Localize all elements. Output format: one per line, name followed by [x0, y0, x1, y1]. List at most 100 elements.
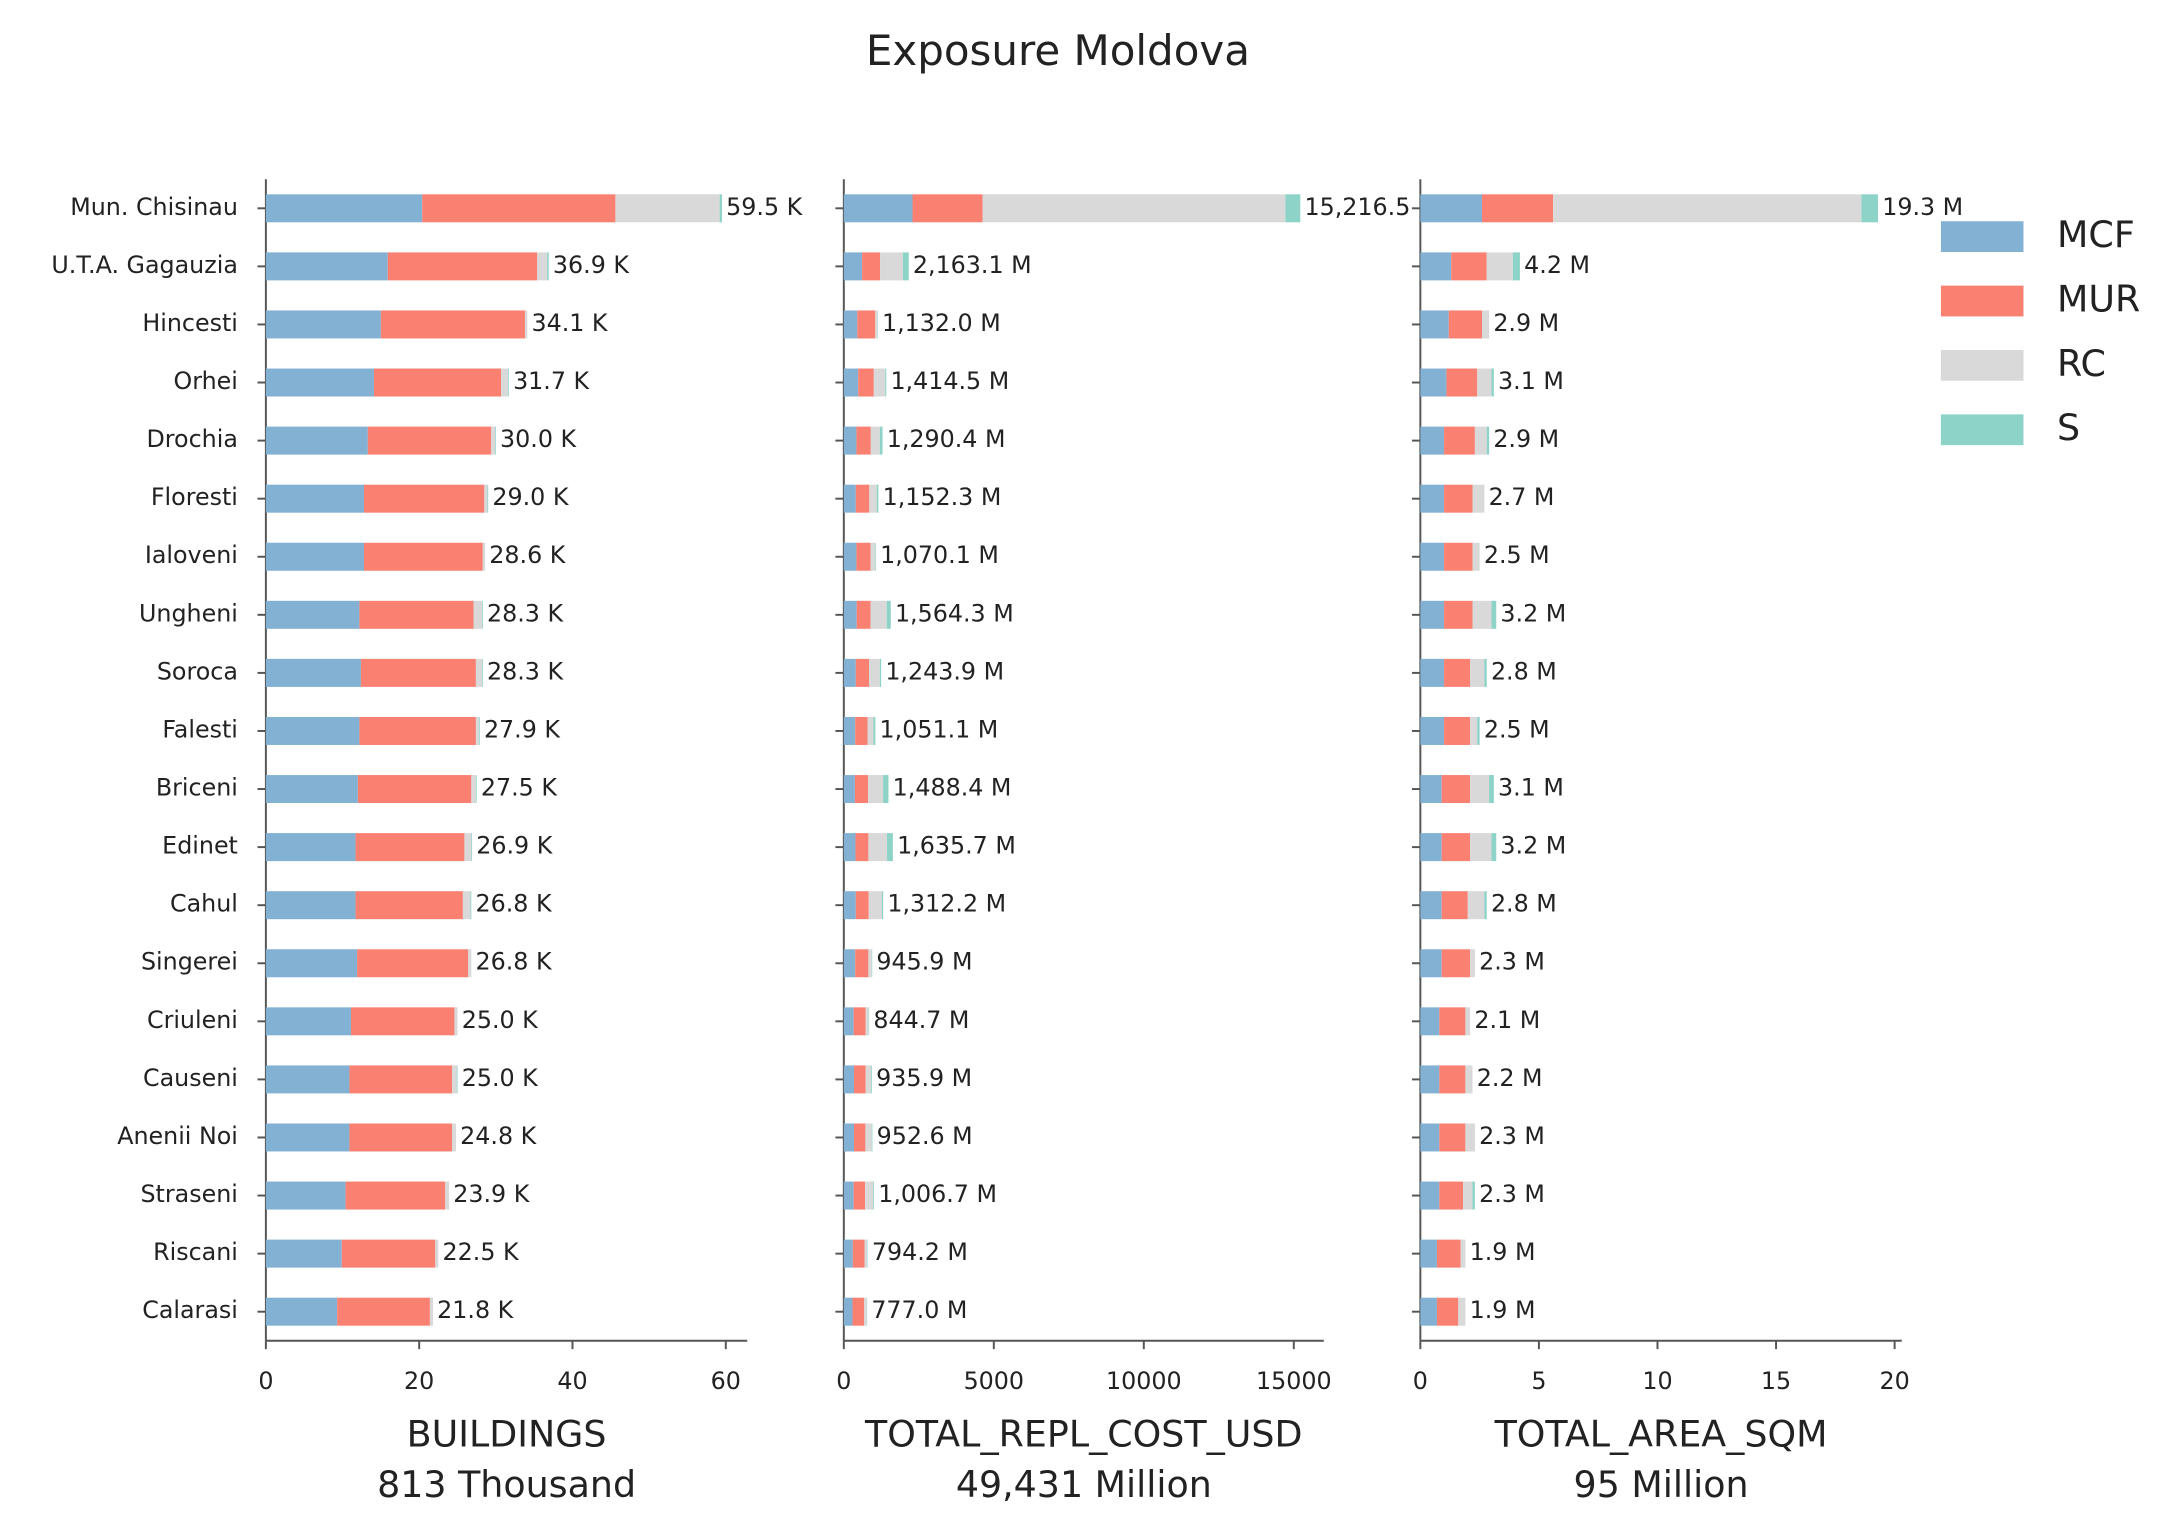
- value-label: 26.8 K: [476, 890, 553, 918]
- bar-segment: [1465, 1065, 1473, 1094]
- bar-segment: [856, 600, 871, 629]
- bar-segment: [1472, 542, 1480, 571]
- bar-segment: [478, 716, 480, 745]
- bar-segment: [1444, 426, 1475, 455]
- bar-segment: [265, 891, 356, 920]
- bar-segment: [858, 368, 874, 397]
- y-tick-label: Hincesti: [142, 309, 238, 337]
- value-label: 1,132.0 M: [882, 309, 1001, 337]
- bar-segment: [265, 600, 360, 629]
- bar-segment: [1436, 1297, 1459, 1326]
- bar-segment: [615, 194, 720, 223]
- bar-segment: [359, 600, 474, 629]
- value-label: 3.2 M: [1500, 832, 1566, 860]
- bar-segment: [422, 194, 616, 223]
- x-tick-label: 5: [1531, 1367, 1546, 1395]
- x-axis-label: BUILDINGS: [407, 1412, 607, 1455]
- bar-segment: [1472, 1181, 1475, 1210]
- y-tick-label: Mun. Chisinau: [70, 193, 238, 221]
- legend-label: RC: [2057, 342, 2106, 385]
- value-label: 31.7 K: [513, 367, 590, 395]
- bar-segment: [1420, 368, 1447, 397]
- bar-segment: [265, 310, 381, 339]
- value-label: 23.9 K: [453, 1180, 530, 1208]
- y-tick-label: Ialoveni: [145, 541, 238, 569]
- bar-segment: [482, 542, 486, 571]
- bar-segment: [1451, 252, 1487, 281]
- bar-segment: [452, 1123, 456, 1152]
- bar-segment: [876, 484, 879, 513]
- bar-segment: [843, 484, 856, 513]
- bar-segment: [1420, 600, 1445, 629]
- bar-segment: [873, 368, 886, 397]
- y-tick-label: U.T.A. Gagauzia: [51, 251, 237, 279]
- x-tick-label: 0: [836, 1367, 851, 1395]
- bar-segment: [1420, 833, 1442, 862]
- bar-segment: [487, 484, 489, 513]
- value-label: 2.8 M: [1491, 890, 1557, 918]
- bar-segment: [879, 658, 882, 687]
- value-label: 28.3 K: [487, 599, 564, 627]
- value-label: 2.9 M: [1493, 425, 1559, 453]
- bar-segment: [380, 310, 525, 339]
- bar-segment: [843, 1297, 853, 1326]
- bar-segment: [1486, 252, 1513, 281]
- bar-segment: [1441, 775, 1471, 804]
- bar-segment: [357, 775, 472, 804]
- value-label: 4.2 M: [1524, 251, 1590, 279]
- bar-segment: [337, 1297, 430, 1326]
- bar-segment: [886, 600, 891, 629]
- value-label: 2.3 M: [1479, 1122, 1545, 1150]
- bar-segment: [1470, 949, 1475, 978]
- bar-segment: [1444, 484, 1473, 513]
- bar-segment: [854, 1065, 866, 1094]
- bar-segment: [865, 1007, 869, 1036]
- bar-segment: [855, 484, 870, 513]
- bar-segment: [1420, 1007, 1440, 1036]
- bar-segment: [982, 194, 1286, 223]
- bar-segment: [852, 1239, 865, 1268]
- chart-title: Exposure Moldova: [866, 26, 1250, 75]
- bar-segment: [862, 252, 881, 281]
- x-tick-label: 20: [1879, 1367, 1909, 1395]
- value-label: 952.6 M: [877, 1122, 973, 1150]
- bar-segment: [462, 891, 471, 920]
- bar-segment: [1463, 1181, 1473, 1210]
- bar-segment: [265, 368, 374, 397]
- x-axis-label: TOTAL_AREA_SQM: [1494, 1412, 1828, 1455]
- bar-segment: [1491, 600, 1497, 629]
- x-tick-label: 15000: [1256, 1367, 1332, 1395]
- bar-segment: [1444, 658, 1471, 687]
- bar-segment: [495, 426, 496, 455]
- bar-segment: [853, 1181, 866, 1210]
- y-tick-label: Floresti: [151, 483, 238, 511]
- value-label: 2.5 M: [1484, 715, 1550, 743]
- value-label: 844.7 M: [873, 1006, 969, 1034]
- value-label: 25.0 K: [462, 1006, 539, 1034]
- bar-segment: [1444, 716, 1471, 745]
- bar-segment: [1482, 310, 1490, 339]
- legend-swatch: [1940, 414, 2024, 446]
- y-tick-label: Briceni: [156, 774, 238, 802]
- bar-segment: [265, 1181, 346, 1210]
- bar-segment: [883, 775, 889, 804]
- value-label: 1,414.5 M: [890, 367, 1009, 395]
- bar-segment: [1470, 833, 1492, 862]
- bar-segment: [373, 368, 502, 397]
- bar-segment: [902, 252, 909, 281]
- y-tick-label: Criuleni: [147, 1006, 238, 1034]
- bar-segment: [843, 775, 855, 804]
- bar-segment: [265, 716, 360, 745]
- bar-segment: [1420, 949, 1442, 978]
- bar-segment: [843, 368, 859, 397]
- bar-segment: [265, 194, 423, 223]
- bar-segment: [875, 542, 876, 571]
- y-tick-label: Causeni: [143, 1064, 238, 1092]
- bar-segment: [843, 1007, 854, 1036]
- bar-segment: [468, 949, 472, 978]
- bar-segment: [868, 949, 872, 978]
- bar-segment: [1472, 484, 1485, 513]
- value-label: 1,488.4 M: [893, 774, 1012, 802]
- bar-segment: [1441, 833, 1471, 862]
- y-tick-label: Riscani: [153, 1238, 238, 1266]
